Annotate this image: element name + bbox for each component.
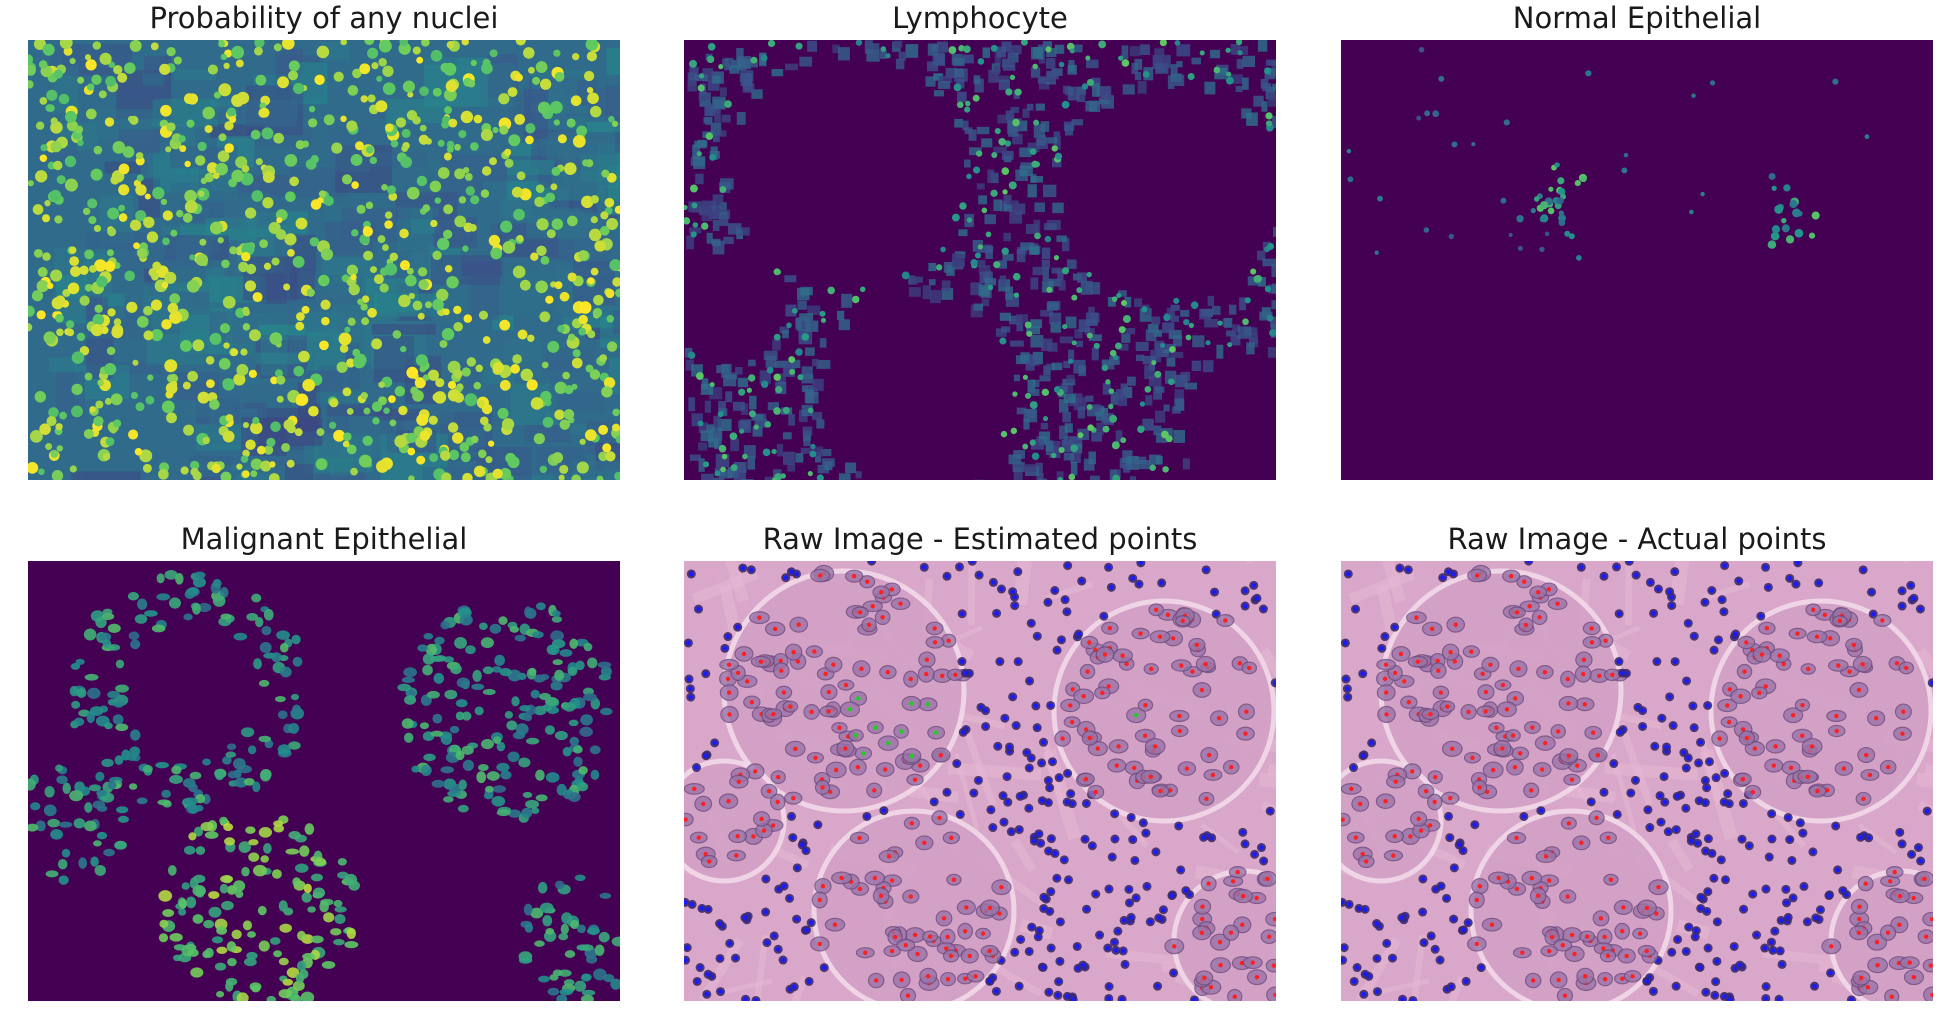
panel-malignant-epithelial: Malignant Epithelial bbox=[28, 521, 620, 1001]
panel-title: Normal Epithelial bbox=[1512, 1, 1762, 35]
raw-image-actual-points bbox=[1341, 561, 1933, 1001]
heatmap-any-nuclei-image bbox=[28, 40, 620, 480]
panel-title: Lymphocyte bbox=[892, 1, 1068, 35]
heatmap-normal-epithelial-image bbox=[1341, 40, 1933, 480]
panel-title: Malignant Epithelial bbox=[180, 522, 468, 556]
panel-any-nuclei: Probability of any nuclei bbox=[28, 0, 620, 480]
panel-title: Raw Image - Actual points bbox=[1447, 522, 1827, 556]
panel-raw-estimated: Raw Image - Estimated points bbox=[684, 521, 1276, 1001]
panel-title: Probability of any nuclei bbox=[149, 1, 499, 35]
panel-normal-epithelial: Normal Epithelial bbox=[1341, 0, 1933, 480]
panel-lymphocyte: Lymphocyte bbox=[684, 0, 1276, 480]
panel-title: Raw Image - Estimated points bbox=[762, 522, 1198, 556]
heatmap-lymphocyte-image bbox=[684, 40, 1276, 480]
raw-image-estimated-points bbox=[684, 561, 1276, 1001]
panel-raw-actual: Raw Image - Actual points bbox=[1341, 521, 1933, 1001]
heatmap-malignant-epithelial-image bbox=[28, 561, 620, 1001]
